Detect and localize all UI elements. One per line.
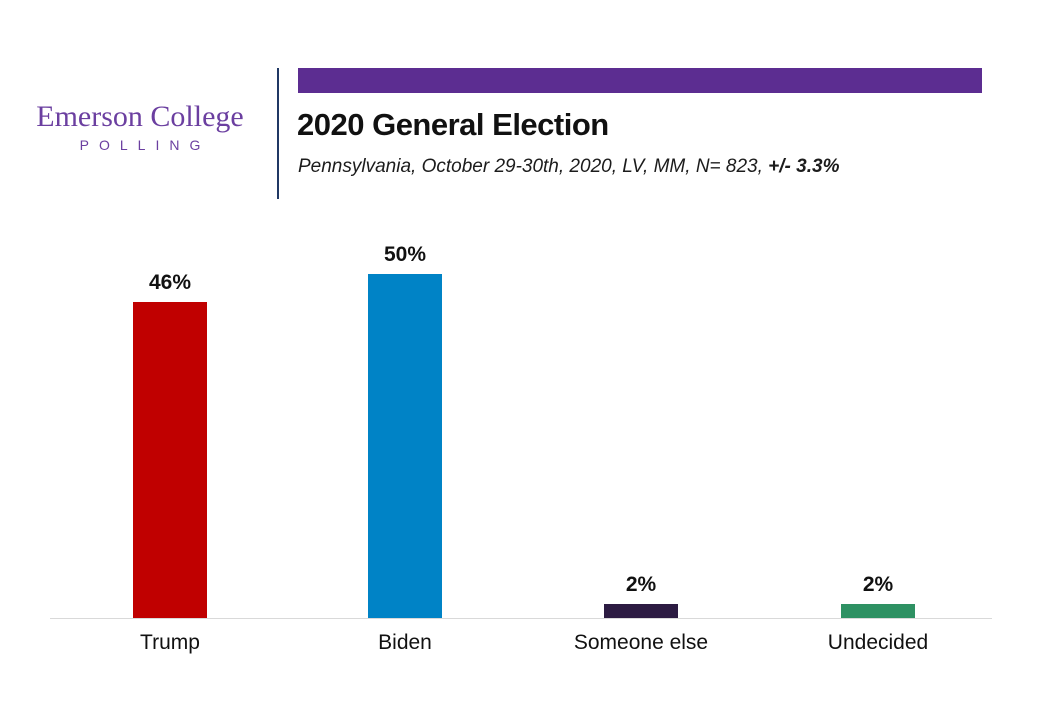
x-axis-labels: Trump Biden Someone else Undecided — [50, 631, 992, 661]
bar-column-someone-else: 2% — [561, 573, 721, 618]
bar-chart-plot-area: 46% 50% 2% 2% — [50, 240, 992, 619]
chart-subtitle: Pennsylvania, October 29-30th, 2020, LV,… — [298, 156, 839, 178]
bar-trump — [133, 302, 207, 618]
logo-name-text: Emerson College — [36, 100, 244, 133]
value-label-someone-else: 2% — [625, 573, 657, 596]
subtitle-main-text: Pennsylvania, October 29-30th, 2020, LV,… — [298, 156, 763, 177]
value-label-biden: 50% — [383, 243, 427, 266]
bar-someone-else — [604, 604, 678, 618]
bar-column-biden: 50% — [325, 243, 485, 618]
value-label-undecided: 2% — [862, 573, 894, 596]
subtitle-margin-of-error: +/- 3.3% — [768, 156, 840, 177]
header-divider-line — [277, 68, 279, 199]
page-title: 2020 General Election — [297, 107, 609, 142]
bar-column-undecided: 2% — [798, 573, 958, 618]
value-label-trump: 46% — [148, 271, 192, 294]
bar-column-trump: 46% — [90, 271, 250, 618]
category-label-undecided: Undecided — [827, 631, 929, 654]
category-label-biden: Biden — [378, 631, 432, 654]
category-label-trump: Trump — [140, 631, 200, 654]
emerson-college-logo: Emerson College POLLING — [8, 100, 272, 153]
header-banner — [298, 68, 982, 93]
bar-biden — [368, 274, 442, 618]
logo-polling-text: POLLING — [79, 137, 211, 153]
bar-undecided — [841, 604, 915, 618]
category-label-someone-else: Someone else — [573, 631, 709, 654]
